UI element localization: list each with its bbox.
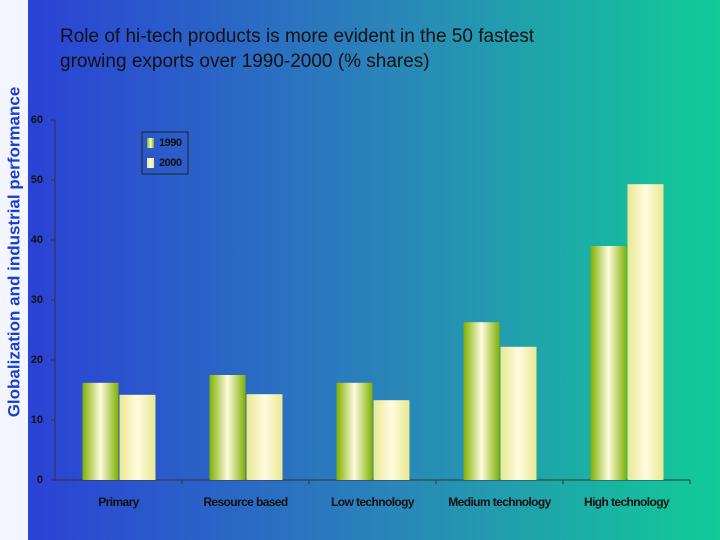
legend-swatch (147, 138, 154, 148)
legend-label: 2000 (159, 157, 182, 169)
x-tick-label: Low technology (331, 495, 415, 509)
legend-box (141, 131, 189, 175)
x-tick-label: High technology (584, 495, 670, 509)
bar (336, 382, 373, 480)
y-tick-label: 50 (31, 174, 43, 186)
chart-title: Role of hi-tech products is more evident… (60, 26, 535, 47)
bar (463, 322, 500, 480)
bar (209, 375, 246, 480)
bar (82, 382, 119, 480)
legend-label: 1990 (159, 137, 182, 149)
side-strip (0, 0, 28, 540)
bar (590, 246, 627, 480)
legend-swatch (147, 158, 154, 168)
y-tick-label: 40 (31, 234, 43, 246)
x-tick-label: Primary (98, 495, 139, 509)
bar (119, 394, 156, 480)
side-title: Globalization and industrial performance (4, 87, 23, 418)
y-tick-label: 30 (31, 294, 43, 306)
bar (373, 400, 410, 480)
bar (500, 346, 537, 480)
chart-title: growing exports over 1990-2000 (% shares… (60, 51, 430, 72)
y-tick-label: 20 (31, 354, 43, 366)
y-tick-label: 10 (31, 414, 43, 426)
y-tick-label: 0 (37, 474, 43, 486)
bar (246, 394, 283, 480)
y-tick-label: 60 (31, 114, 43, 126)
x-tick-label: Medium technology (448, 495, 551, 509)
x-tick-label: Resource based (203, 495, 288, 509)
bar (627, 184, 664, 480)
legend: 1990 2000 (141, 131, 189, 175)
